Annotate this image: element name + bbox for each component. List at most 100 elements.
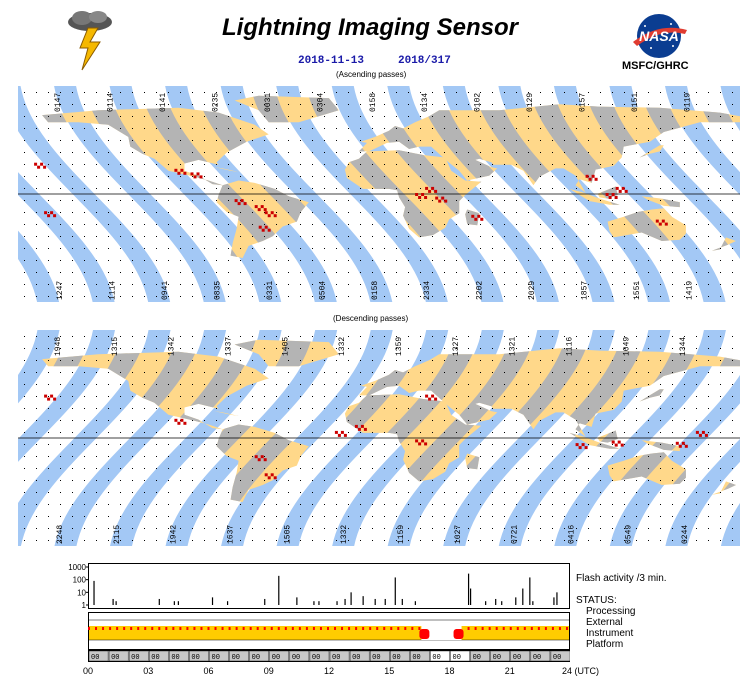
flash-mark: [415, 439, 419, 443]
hour-cell-label: 00: [292, 654, 300, 662]
pass-time-label: 1049: [622, 337, 631, 356]
x-tick-label: 09: [263, 666, 274, 676]
flash-mark: [608, 196, 612, 199]
hour-cell: [149, 650, 169, 662]
x-tick-label: 15: [384, 666, 395, 676]
flash-mark: [177, 421, 181, 425]
flash-mark: [37, 165, 41, 169]
flash-mark: [441, 196, 445, 200]
hour-cell-label: 00: [553, 654, 561, 662]
hour-cell-label: 00: [232, 654, 240, 662]
flash-mark: [47, 214, 51, 218]
flash-mark: [343, 433, 347, 437]
status-tick: [172, 627, 175, 630]
status-tick: [474, 627, 477, 630]
flash-mark: [340, 430, 344, 434]
status-panel: [88, 612, 570, 650]
hour-cell: [329, 650, 350, 662]
pass-time-label: 0941: [161, 281, 170, 300]
hour-cell-label: 00: [131, 654, 139, 662]
flash-mark: [428, 189, 432, 193]
hour-cell: [189, 650, 209, 662]
flash-mark: [183, 421, 187, 425]
pass-time-label: 0304: [316, 93, 325, 112]
flash-mark: [664, 222, 668, 226]
pass-time-label: 1315: [111, 337, 120, 356]
hour-cell: [470, 650, 490, 662]
flash-mark: [44, 211, 48, 215]
flash-mark: [425, 394, 429, 398]
hour-cell: [390, 650, 410, 662]
hour-cell: [490, 650, 510, 662]
pass-time-label: 0157: [579, 93, 588, 112]
flash-mark: [431, 186, 435, 190]
flash-mark: [585, 174, 589, 178]
flash-mark: [594, 177, 598, 181]
pass-time-label: 1344: [679, 337, 688, 356]
flash-mark: [270, 473, 274, 477]
flash-mark: [428, 397, 432, 401]
flash-mark: [611, 440, 615, 444]
nasa-logo-text: NASA: [639, 28, 679, 44]
x-tick-label: 03: [143, 666, 154, 676]
flash-mark: [658, 222, 662, 226]
status-tick: [130, 627, 133, 630]
flash-mark: [354, 424, 358, 428]
hour-cell: [430, 650, 450, 662]
flash-mark: [53, 397, 57, 401]
status-tick: [383, 627, 386, 630]
hour-cell: [249, 650, 269, 662]
pass-times-bottom: 2248 2115 1942 1637 1505 1332 1159 1027 0721 0416…: [56, 525, 690, 544]
flash-mark: [196, 172, 200, 176]
pass-time-label: 1359: [395, 337, 404, 356]
flash-mark: [199, 175, 203, 179]
flash-mark: [415, 193, 419, 196]
status-tick: [390, 627, 393, 630]
pass-time-label: 1327: [452, 337, 461, 356]
x-tick-label: 18: [444, 666, 455, 676]
pass-time-label: 1342: [168, 337, 177, 356]
flash-mark: [678, 444, 682, 448]
status-tick: [179, 627, 182, 630]
flash-mark: [34, 162, 38, 166]
pass-time-label: 0129: [526, 93, 535, 112]
hour-cell: [369, 650, 390, 662]
status-tick: [530, 627, 533, 630]
flash-mark: [425, 186, 429, 190]
pass-time-label: 0835: [213, 281, 222, 300]
pass-time-label: 1405: [281, 337, 290, 356]
flash-mark: [581, 443, 585, 447]
flash-mark: [234, 199, 238, 203]
flash-activity-chart: [88, 563, 570, 609]
hour-cell: [510, 650, 531, 662]
pass-time-label: 1332: [338, 337, 347, 356]
status-tick: [341, 627, 344, 630]
y-tick-label: 1: [82, 601, 87, 610]
pass-time-label: 0331: [266, 281, 275, 300]
pass-time-label: 0158: [371, 281, 380, 300]
flash-mark: [40, 162, 44, 166]
hour-cell-label: 00: [493, 654, 501, 662]
descending-label: (Descending passes): [333, 314, 409, 323]
pass-time-label: 2334: [423, 281, 432, 300]
status-error-mark: [453, 629, 464, 639]
flash-mark: [267, 476, 271, 480]
hour-cell: [349, 650, 370, 662]
flash-mark: [357, 427, 361, 431]
status-tick: [221, 627, 224, 630]
hour-cell-label: 00: [473, 654, 481, 662]
flash-activity-label: Flash activity /3 min.: [576, 573, 667, 584]
pass-time-label: 0119: [684, 93, 693, 112]
hour-cell: [410, 650, 430, 662]
pass-time-label: 0158: [369, 93, 378, 112]
flash-mark: [44, 394, 48, 398]
flash-mark: [53, 214, 57, 218]
flash-mark: [257, 458, 261, 462]
flash-mark: [180, 168, 184, 172]
hour-cell-label: 00: [252, 654, 260, 662]
continent: [569, 432, 620, 449]
pass-time-label: 2248: [56, 525, 65, 544]
status-tick: [193, 627, 196, 630]
pass-time-label: 1637: [227, 525, 236, 544]
pass-times-bottom: 1247 1114 0941 0835 0331 0504 0158 2334 2202 2029…: [56, 281, 695, 300]
